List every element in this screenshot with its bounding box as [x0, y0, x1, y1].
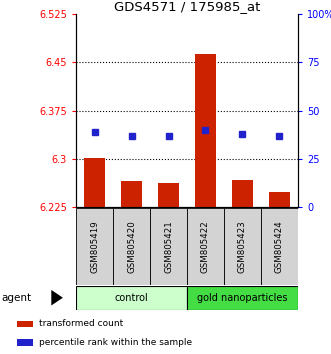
Bar	[224, 208, 261, 285]
Text: GSM805419: GSM805419	[90, 220, 99, 273]
Bar	[187, 286, 298, 310]
Text: transformed count: transformed count	[39, 319, 124, 329]
Bar	[195, 54, 216, 207]
Bar	[232, 180, 253, 207]
Bar	[261, 208, 298, 285]
Text: percentile rank within the sample: percentile rank within the sample	[39, 338, 193, 347]
Text: GSM805422: GSM805422	[201, 220, 210, 273]
Text: GSM805420: GSM805420	[127, 220, 136, 273]
Text: gold nanoparticles: gold nanoparticles	[197, 293, 288, 303]
Bar	[17, 339, 33, 346]
Bar	[84, 158, 105, 207]
Text: GSM805423: GSM805423	[238, 220, 247, 273]
Bar	[187, 208, 224, 285]
Bar	[150, 208, 187, 285]
Bar	[113, 208, 150, 285]
Bar	[17, 321, 33, 327]
Text: agent: agent	[2, 293, 32, 303]
Bar	[76, 286, 187, 310]
Bar	[76, 208, 113, 285]
Text: GSM805424: GSM805424	[275, 220, 284, 273]
Text: GSM805421: GSM805421	[164, 220, 173, 273]
Bar	[121, 181, 142, 207]
Bar	[269, 192, 290, 207]
Title: GDS4571 / 175985_at: GDS4571 / 175985_at	[114, 0, 260, 13]
Polygon shape	[51, 290, 63, 306]
Text: control: control	[115, 293, 148, 303]
Bar	[158, 183, 179, 207]
